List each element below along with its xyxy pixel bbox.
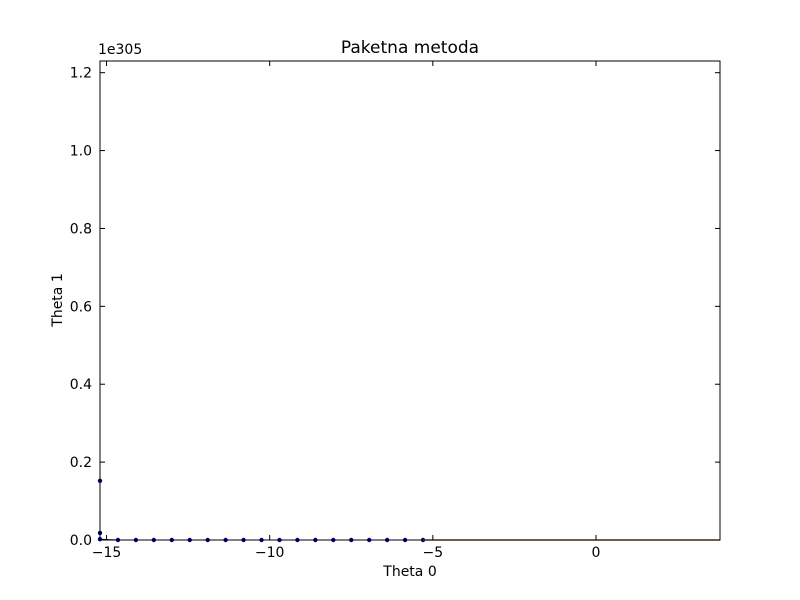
y-tick-label: 0.2 — [70, 455, 92, 471]
x-tick-label: 0 — [592, 545, 601, 561]
y-axis-label: Theta 1 — [50, 273, 66, 327]
y-tick-label: 0.0 — [70, 533, 92, 549]
x-tick-label: −10 — [255, 545, 285, 561]
y-tick-label: 1.0 — [70, 144, 92, 160]
y-tick-label: 1.2 — [70, 66, 92, 82]
x-tick-label: −15 — [92, 545, 122, 561]
series-0-line — [99, 480, 424, 541]
ticks-layer: −15 −10 −5 0 0.0 0.2 0.4 0.6 0.8 1.0 1.2 — [70, 61, 720, 561]
plot-frame — [99, 60, 721, 541]
x-tick-label: −5 — [423, 545, 444, 561]
y-tick-label: 0.4 — [70, 377, 92, 393]
chart-title: Paketna metoda — [341, 38, 479, 58]
y-tick-label: 0.8 — [70, 221, 92, 237]
series-layer — [97, 478, 720, 543]
x-axis-label: Theta 0 — [382, 564, 436, 580]
y-offset-label: 1e305 — [98, 42, 142, 58]
y-tick-label: 0.6 — [70, 299, 92, 315]
